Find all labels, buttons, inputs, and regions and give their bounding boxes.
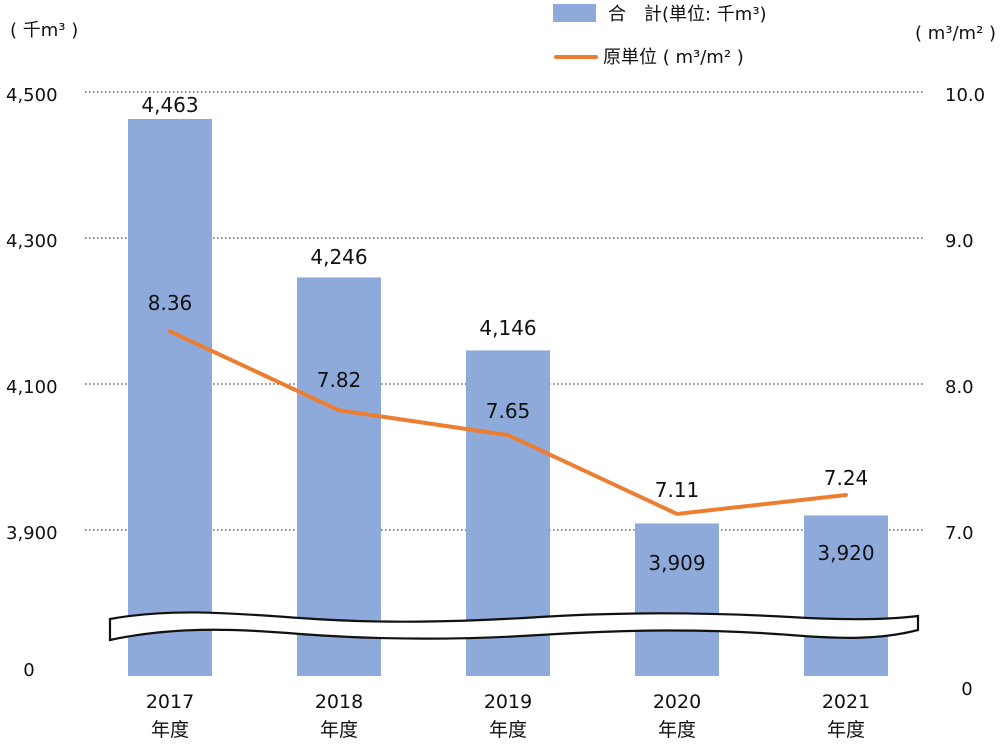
line-layer bbox=[168, 329, 848, 516]
x-axis-label-fiscal-2021: 年度 bbox=[827, 719, 865, 741]
x-axis-label-year-2020: 2020 bbox=[653, 691, 701, 713]
line-value-label-2021: 7.24 bbox=[824, 466, 869, 490]
left-axis-tick-label: 4,300 bbox=[6, 231, 58, 252]
x-axis-label-fiscal-2018: 年度 bbox=[320, 719, 358, 741]
axes-layer: 4,500 4,300 4,100 3,900 10.0 9.0 8.0 7.0 ( 千m³ )… bbox=[6, 20, 996, 700]
bar-2020 bbox=[635, 523, 719, 676]
line-point-2018 bbox=[337, 409, 341, 412]
data-labels-layer: 4,463 4,246 4,146 3,909 3,920 8.36 7.82 7.65 7.1… bbox=[141, 93, 874, 741]
line-point-2017 bbox=[168, 330, 172, 333]
line-point-2021 bbox=[844, 493, 848, 497]
line-value-label-2018: 7.82 bbox=[317, 368, 362, 392]
left-axis-zero-label: 0 bbox=[23, 660, 34, 681]
right-axis-unit-label: ( m³/m² ) bbox=[915, 23, 996, 44]
line-value-label-2019: 7.65 bbox=[486, 399, 531, 423]
x-axis-label-fiscal-2019: 年度 bbox=[489, 719, 527, 741]
x-axis-label-year-2019: 2019 bbox=[484, 691, 532, 713]
x-axis-label-fiscal-2020: 年度 bbox=[658, 719, 696, 741]
line-point-2020 bbox=[675, 512, 679, 516]
bar-value-label-2020: 3,909 bbox=[648, 551, 705, 575]
x-axis-label-year-2021: 2021 bbox=[822, 691, 870, 713]
right-axis-tick-label: 10.0 bbox=[945, 85, 985, 106]
right-axis-tick-label: 7.0 bbox=[945, 523, 974, 544]
legend-bar-label: 合 計(単位: 千m³) bbox=[608, 4, 767, 25]
bar-2021 bbox=[804, 515, 888, 676]
left-axis-tick-label: 3,900 bbox=[6, 523, 58, 544]
bar-value-label-2017: 4,463 bbox=[141, 93, 198, 117]
left-axis-tick-label: 4,100 bbox=[6, 377, 58, 398]
line-value-label-2020: 7.11 bbox=[655, 478, 700, 502]
x-axis-label-fiscal-2017: 年度 bbox=[151, 719, 189, 741]
bar-2017 bbox=[128, 119, 212, 676]
bar-value-label-2021: 3,920 bbox=[817, 541, 874, 565]
legend-line-label: 原単位 ( m³/m² ) bbox=[603, 47, 744, 68]
x-axis-label-year-2017: 2017 bbox=[146, 691, 194, 713]
line-point-2019 bbox=[506, 433, 510, 437]
axis-break-band bbox=[108, 611, 920, 642]
right-axis-tick-label: 8.0 bbox=[945, 377, 974, 398]
right-axis-tick-label: 9.0 bbox=[945, 231, 974, 252]
x-axis-label-year-2018: 2018 bbox=[315, 691, 363, 713]
bar-value-label-2019: 4,146 bbox=[479, 316, 536, 340]
bars-layer bbox=[108, 119, 920, 676]
left-axis-unit-label: ( 千m³ ) bbox=[10, 20, 78, 41]
legend: 合 計(単位: 千m³) 原単位 ( m³/m² ) bbox=[553, 4, 767, 68]
right-axis-zero-label: 0 bbox=[961, 679, 972, 700]
line-value-label-2017: 8.36 bbox=[148, 291, 193, 315]
bar-2018 bbox=[297, 277, 381, 676]
legend-bar-swatch bbox=[553, 4, 596, 22]
bar-value-label-2018: 4,246 bbox=[310, 245, 367, 269]
left-axis-tick-label: 4,500 bbox=[6, 85, 58, 106]
